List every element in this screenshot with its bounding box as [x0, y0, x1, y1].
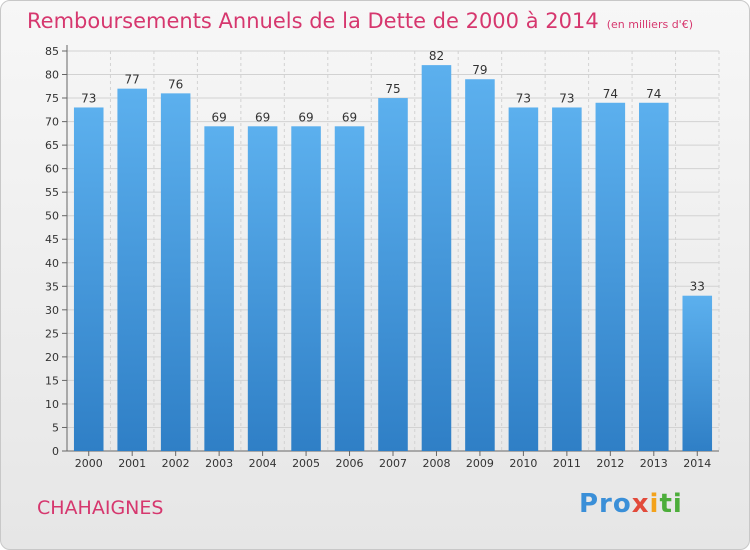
- y-tick-label: 20: [45, 351, 59, 364]
- x-tick-label: 2006: [336, 457, 364, 470]
- y-tick-label: 60: [45, 163, 59, 176]
- bar-value-label: 33: [690, 280, 705, 294]
- bar-value-label: 73: [559, 91, 574, 105]
- bar-value-label: 77: [125, 73, 140, 87]
- proxiti-logo: Proxiti: [579, 489, 683, 519]
- bar: [291, 126, 321, 451]
- x-tick-label: 2009: [466, 457, 494, 470]
- chart-subtitle: (en milliers d'€): [606, 18, 693, 31]
- y-tick-label: 35: [45, 280, 59, 293]
- bar: [465, 79, 495, 451]
- bar-value-label: 79: [472, 63, 487, 77]
- bar: [204, 126, 234, 451]
- bar: [682, 295, 713, 451]
- chart-title: Remboursements Annuels de la Dette de 20…: [27, 9, 693, 33]
- x-tick-label: 2010: [509, 457, 537, 470]
- bars: [73, 65, 713, 452]
- x-tick-label: 2012: [596, 457, 624, 470]
- logo-part-3: i: [649, 489, 660, 519]
- y-tick-label: 85: [45, 45, 59, 58]
- logo-part-2: x: [631, 489, 650, 519]
- bar: [639, 102, 669, 451]
- bar-value-label: 69: [342, 110, 357, 124]
- x-tick-label: 2008: [422, 457, 450, 470]
- bar: [73, 107, 104, 452]
- y-tick-label: 55: [45, 186, 59, 199]
- y-tick-label: 0: [52, 445, 59, 458]
- bar-value-label: 82: [429, 49, 444, 63]
- bar-value-label: 74: [603, 87, 618, 101]
- x-tick-label: 2000: [75, 457, 103, 470]
- bar: [117, 88, 147, 451]
- bar-value-label: 69: [211, 110, 226, 124]
- bar-value-label: 69: [298, 110, 313, 124]
- bar-value-label: 76: [168, 77, 183, 91]
- y-tick-label: 5: [52, 421, 59, 434]
- x-tick-label: 2002: [162, 457, 190, 470]
- y-tick-label: 65: [45, 139, 59, 152]
- bar: [334, 126, 365, 451]
- x-tick-label: 2007: [379, 457, 407, 470]
- x-tick-label: 2014: [683, 457, 711, 470]
- y-tick-label: 50: [45, 210, 59, 223]
- logo-part-4: ti: [659, 489, 683, 519]
- x-tick-label: 2004: [249, 457, 277, 470]
- bar-value-label: 69: [255, 110, 270, 124]
- y-tick-label: 45: [45, 233, 59, 246]
- bar-value-label: 73: [516, 91, 531, 105]
- bar: [421, 65, 452, 451]
- y-tick-label: 40: [45, 257, 59, 270]
- y-tick-label: 30: [45, 304, 59, 317]
- x-tick-label: 2001: [118, 457, 146, 470]
- bar: [160, 93, 191, 452]
- y-tick-label: 10: [45, 398, 59, 411]
- logo-part-1: Pro: [579, 489, 632, 519]
- labels: 73 2000 77 2001 76 2002 69 2003 69 2004 69 2005 69 20…: [75, 49, 712, 470]
- x-tick-label: 2005: [292, 457, 320, 470]
- bar: [552, 107, 582, 452]
- bar: [508, 107, 539, 452]
- bar: [595, 102, 626, 451]
- x-tick-label: 2013: [640, 457, 668, 470]
- bar-value-label: 73: [81, 91, 96, 105]
- bar-value-label: 74: [646, 87, 661, 101]
- bar: [378, 98, 408, 451]
- x-tick-label: 2003: [205, 457, 233, 470]
- y-tick-label: 70: [45, 116, 59, 129]
- y-tick-label: 15: [45, 374, 59, 387]
- bar-value-label: 75: [385, 82, 400, 96]
- place-name: CHAHAIGNES: [37, 497, 164, 519]
- chart-title-text: Remboursements Annuels de la Dette de 20…: [27, 9, 599, 33]
- y-tick-label: 75: [45, 92, 59, 105]
- bar: [247, 126, 278, 451]
- y-tick-label: 80: [45, 69, 59, 82]
- y-tick-label: 25: [45, 327, 59, 340]
- x-tick-label: 2011: [553, 457, 581, 470]
